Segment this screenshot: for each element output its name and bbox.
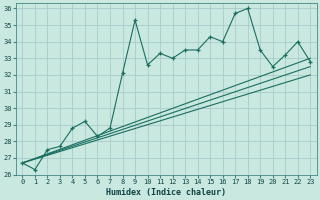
X-axis label: Humidex (Indice chaleur): Humidex (Indice chaleur) bbox=[106, 188, 226, 197]
